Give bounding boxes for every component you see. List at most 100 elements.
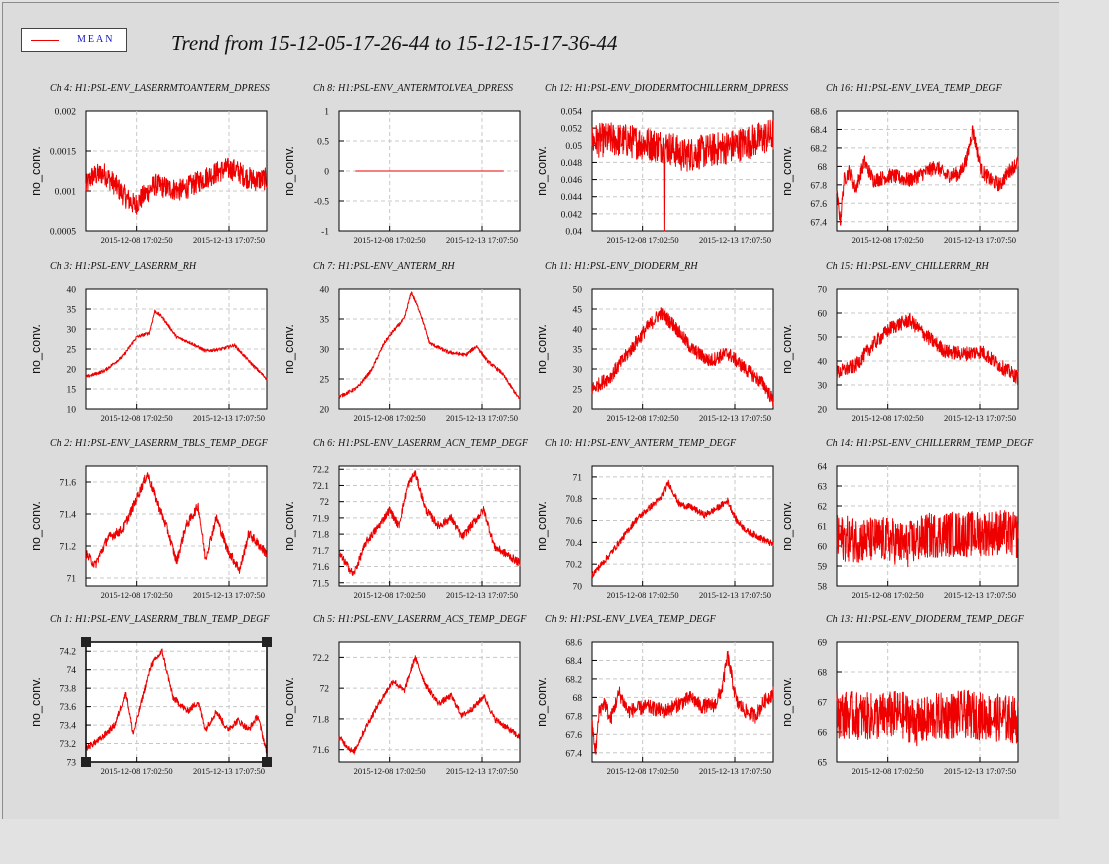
x-tick-label: 2015-12-13 17:07:50 — [944, 766, 1016, 776]
y-tick-label: 71.9 — [312, 514, 329, 524]
y-tick-label: 67.4 — [810, 218, 827, 228]
x-tick-label: 2015-12-13 17:07:50 — [193, 235, 265, 245]
y-tick-label: 70 — [573, 583, 583, 593]
resize-handle[interactable] — [81, 757, 91, 767]
panel-title: Ch 15: H1:PSL-ENV_CHILLERRM_RH — [826, 261, 990, 272]
plot-area — [338, 288, 521, 410]
panel-title: Ch 16: H1:PSL-ENV_LVEA_TEMP_DEGF — [826, 83, 1003, 94]
series-line — [338, 291, 521, 400]
resize-handle[interactable] — [262, 637, 272, 647]
y-tick-label: 0.052 — [561, 125, 583, 135]
y-tick-label: 71.2 — [59, 543, 76, 553]
y-tick-label: 20 — [67, 366, 77, 376]
chart-panel[interactable]: Ch 2: H1:PSL-ENV_LASERRM_TBLS_TEMP_DEGF 7… — [29, 438, 269, 600]
series-line — [85, 309, 268, 381]
chart-panel[interactable]: Ch 11: H1:PSL-ENV_DIODERM_RH 20 25 30 35 40 45… — [535, 261, 774, 423]
series-line — [836, 125, 1019, 226]
panel-title: Ch 4: H1:PSL-ENV_LASERRMTOANTERM_DPRESS — [50, 83, 270, 94]
x-tick-label: 2015-12-08 17:02:50 — [354, 235, 426, 245]
x-tick-label: 2015-12-13 17:07:50 — [193, 413, 265, 423]
chart-panel[interactable]: Ch 4: H1:PSL-ENV_LASERRMTOANTERM_DPRESS 0… — [29, 83, 270, 245]
y-axis-label: no_conv. — [282, 324, 296, 374]
chart-panel[interactable]: Ch 13: H1:PSL-ENV_DIODERM_TEMP_DEGF 65 66 6… — [780, 614, 1025, 776]
x-tick-label: 2015-12-13 17:07:50 — [944, 235, 1016, 245]
panel-title: Ch 14: H1:PSL-ENV_CHILLERRM_TEMP_DEGF — [826, 438, 1034, 449]
chart-panel[interactable]: Ch 16: H1:PSL-ENV_LVEA_TEMP_DEGF 67.4 67.6… — [780, 83, 1019, 245]
panel-title: Ch 6: H1:PSL-ENV_LASERRM_ACN_TEMP_DEGF — [313, 438, 529, 449]
y-tick-label: 25 — [67, 346, 77, 356]
y-axis-label: no_conv. — [535, 677, 549, 727]
x-tick-label: 2015-12-13 17:07:50 — [193, 590, 265, 600]
chart-panel[interactable]: Ch 10: H1:PSL-ENV_ANTERM_TEMP_DEGF 70 70.2… — [535, 438, 774, 600]
series-line — [591, 307, 774, 407]
series-line — [85, 157, 268, 215]
chart-panel[interactable]: Ch 3: H1:PSL-ENV_LASERRM_RH 10 15 20 25 30 35 4… — [29, 261, 268, 423]
panel-title: Ch 5: H1:PSL-ENV_LASERRM_ACS_TEMP_DEGF — [313, 614, 527, 625]
panel-title: Ch 11: H1:PSL-ENV_DIODERM_RH — [545, 261, 698, 272]
panel-title: Ch 8: H1:PSL-ENV_ANTERMTOLVEA_DPRESS — [313, 83, 513, 94]
y-tick-label: 72 — [320, 685, 330, 695]
y-axis-label: no_conv. — [780, 501, 794, 551]
chart-panel[interactable]: Ch 14: H1:PSL-ENV_CHILLERRM_TEMP_DEGF 58 5… — [780, 438, 1034, 600]
y-tick-label: 68.6 — [565, 639, 582, 649]
y-axis-label: no_conv. — [29, 146, 43, 196]
y-tick-label: 68.6 — [810, 108, 827, 118]
x-tick-label: 2015-12-08 17:02:50 — [607, 766, 679, 776]
x-tick-label: 2015-12-08 17:02:50 — [852, 235, 924, 245]
series-line — [836, 689, 1019, 747]
y-axis-label: no_conv. — [282, 501, 296, 551]
y-tick-label: 10 — [67, 406, 77, 416]
series-line — [591, 479, 774, 579]
resize-handle[interactable] — [81, 637, 91, 647]
y-tick-label: 45 — [573, 306, 583, 316]
chart-panel[interactable]: Ch 12: H1:PSL-ENV_DIODERMTOCHILLERRM_DPR… — [535, 83, 788, 245]
y-tick-label: 35 — [573, 346, 583, 356]
y-tick-label: -0.5 — [314, 198, 329, 208]
y-tick-label: 62 — [818, 503, 828, 513]
y-tick-label: 72.1 — [312, 482, 329, 492]
plot-area — [591, 288, 774, 410]
chart-panel[interactable]: Ch 1: H1:PSL-ENV_LASERRM_TBLN_TEMP_DEGF 7… — [29, 614, 272, 776]
y-tick-label: 74 — [67, 666, 77, 676]
chart-panel[interactable]: Ch 6: H1:PSL-ENV_LASERRM_ACN_TEMP_DEGF 71… — [282, 438, 529, 600]
y-tick-label: 67 — [818, 699, 828, 709]
y-tick-label: 66 — [818, 729, 828, 739]
y-tick-label: 70.2 — [565, 561, 582, 571]
legend-label: MEAN — [77, 34, 115, 45]
x-tick-label: 2015-12-13 17:07:50 — [446, 413, 518, 423]
y-tick-label: 35 — [67, 306, 77, 316]
plot-area — [338, 641, 521, 763]
y-tick-label: 71.5 — [312, 579, 329, 589]
y-axis-label: no_conv. — [535, 501, 549, 551]
series-line — [836, 313, 1019, 385]
y-axis-label: no_conv. — [29, 677, 43, 727]
selection-frame[interactable] — [85, 641, 268, 763]
y-tick-label: 68 — [573, 694, 583, 704]
chart-panel[interactable]: Ch 15: H1:PSL-ENV_CHILLERRM_RH 20 30 40 50 60… — [780, 261, 1019, 423]
chart-panel[interactable]: Ch 8: H1:PSL-ENV_ANTERMTOLVEA_DPRESS -1 -0… — [282, 83, 521, 245]
x-tick-label: 2015-12-08 17:02:50 — [354, 590, 426, 600]
y-tick-label: 72.2 — [312, 654, 329, 664]
y-tick-label: 40 — [67, 286, 77, 296]
chart-panel[interactable]: Ch 9: H1:PSL-ENV_LVEA_TEMP_DEGF 67.4 67.6 6… — [535, 614, 774, 776]
y-tick-label: 30 — [320, 346, 330, 356]
y-tick-label: 50 — [573, 286, 583, 296]
y-tick-label: 68.2 — [565, 675, 582, 685]
series-line — [591, 119, 774, 232]
y-tick-label: 63 — [818, 483, 828, 493]
chart-panel[interactable]: Ch 5: H1:PSL-ENV_LASERRM_ACS_TEMP_DEGF 71… — [282, 614, 527, 776]
y-tick-label: 73 — [67, 759, 77, 769]
chart-panel[interactable]: Ch 7: H1:PSL-ENV_ANTERM_RH 20 25 30 35 40 2015… — [282, 261, 521, 423]
series-line — [836, 510, 1019, 568]
y-tick-label: 20 — [818, 406, 828, 416]
panel-title: Ch 7: H1:PSL-ENV_ANTERM_RH — [313, 261, 455, 272]
panel-title: Ch 2: H1:PSL-ENV_LASERRM_TBLS_TEMP_DEGF — [50, 438, 269, 449]
y-tick-label: 30 — [67, 326, 77, 336]
legend[interactable]: MEAN — [21, 28, 127, 52]
x-tick-label: 2015-12-08 17:02:50 — [607, 590, 679, 600]
y-tick-label: 0.054 — [561, 108, 583, 118]
y-tick-label: 0.0005 — [50, 228, 76, 238]
resize-handle[interactable] — [262, 757, 272, 767]
y-tick-label: 20 — [320, 406, 330, 416]
